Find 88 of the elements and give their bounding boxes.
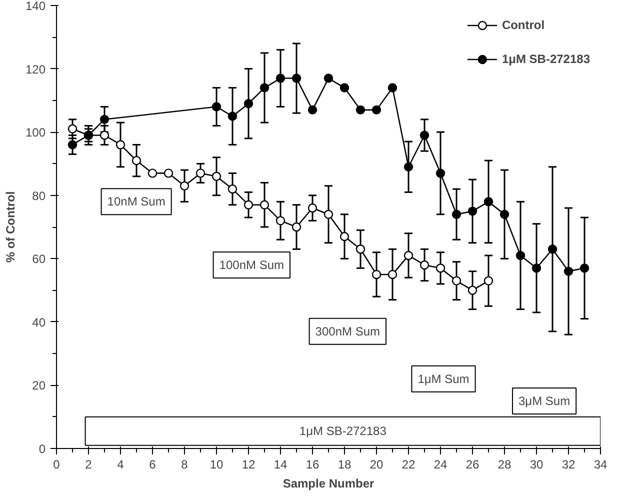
- point: [340, 83, 350, 92]
- x-tick-label: 28: [498, 458, 512, 472]
- point: [100, 114, 110, 124]
- point: [68, 124, 78, 134]
- annotation: 300nM Sum: [315, 324, 380, 338]
- x-tick-label: 34: [594, 458, 608, 472]
- point: [452, 276, 462, 286]
- y-axis-title: % of Control: [3, 191, 18, 263]
- point: [324, 210, 334, 219]
- point: [388, 270, 398, 280]
- point: [228, 112, 238, 121]
- x-tick-label: 12: [242, 458, 256, 472]
- x-tick-label: 22: [402, 458, 416, 472]
- y-tick-label: 100: [25, 126, 46, 140]
- x-tick-label: 0: [53, 458, 60, 472]
- x-tick-label: 10: [210, 458, 224, 472]
- point: [116, 140, 126, 150]
- annotation: 100nM Sum: [219, 258, 284, 272]
- point: [244, 99, 254, 108]
- point: [500, 210, 510, 219]
- x-tick-label: 30: [530, 458, 544, 472]
- band-label: 1μM SB-272183: [299, 424, 387, 438]
- x-tick-label: 26: [466, 458, 480, 472]
- y-tick-label: 80: [32, 188, 46, 203]
- point: [436, 264, 446, 273]
- point: [68, 140, 78, 150]
- point: [292, 222, 302, 232]
- point: [580, 264, 590, 273]
- x-tick-label: 8: [181, 458, 188, 472]
- point: [212, 102, 222, 112]
- point: [452, 210, 462, 219]
- legend-label: 1μM SB-272183: [502, 52, 590, 66]
- point: [516, 250, 526, 260]
- point: [100, 130, 110, 140]
- x-tick-label: 18: [338, 458, 352, 472]
- point: [148, 168, 158, 178]
- point: [484, 197, 494, 206]
- annotation: 3μM Sum: [518, 394, 570, 408]
- annotation: 10nM Sum: [107, 194, 166, 209]
- point: [308, 203, 318, 213]
- point: [292, 74, 302, 83]
- y-tick-label: 20: [32, 378, 46, 393]
- x-tick-label: 32: [562, 458, 576, 472]
- point: [564, 266, 574, 276]
- x-tick-label: 16: [306, 458, 320, 472]
- y-tick-label: 40: [32, 315, 46, 330]
- point: [324, 74, 334, 83]
- y-tick-label: 120: [25, 62, 46, 76]
- point: [244, 200, 254, 210]
- point: [484, 276, 494, 286]
- point: [260, 200, 270, 210]
- x-tick-label: 2: [85, 458, 92, 472]
- x-axis-title: Sample Number: [282, 476, 375, 490]
- point: [308, 105, 318, 115]
- point: [532, 264, 542, 273]
- point: [212, 172, 222, 181]
- point: [276, 74, 286, 83]
- point: [436, 168, 446, 178]
- x-tick-label: 20: [370, 458, 384, 472]
- point: [356, 105, 366, 115]
- legend-label: Control: [502, 18, 545, 32]
- point: [404, 162, 414, 172]
- point: [468, 206, 478, 216]
- point: [340, 232, 350, 242]
- y-tick-label: 60: [32, 252, 46, 266]
- y-tick-label: 140: [25, 0, 46, 13]
- x-tick-label: 14: [274, 458, 288, 472]
- point: [228, 184, 238, 194]
- point: [420, 260, 430, 270]
- point: [260, 83, 270, 92]
- point: [548, 244, 558, 254]
- point: [180, 181, 190, 190]
- point: [420, 130, 430, 140]
- point: [196, 168, 206, 178]
- annotation: 1μM Sum: [418, 372, 470, 386]
- x-tick-label: 24: [434, 458, 448, 472]
- point: [132, 156, 142, 166]
- point: [468, 286, 478, 295]
- point: [388, 83, 398, 92]
- point: [356, 244, 366, 254]
- y-tick-label: 0: [38, 442, 46, 456]
- point: [372, 105, 382, 115]
- point: [276, 216, 286, 226]
- point: [372, 270, 382, 280]
- x-tick-label: 6: [149, 458, 156, 472]
- x-tick-label: 4: [117, 458, 124, 472]
- point: [164, 168, 174, 178]
- point: [404, 250, 414, 260]
